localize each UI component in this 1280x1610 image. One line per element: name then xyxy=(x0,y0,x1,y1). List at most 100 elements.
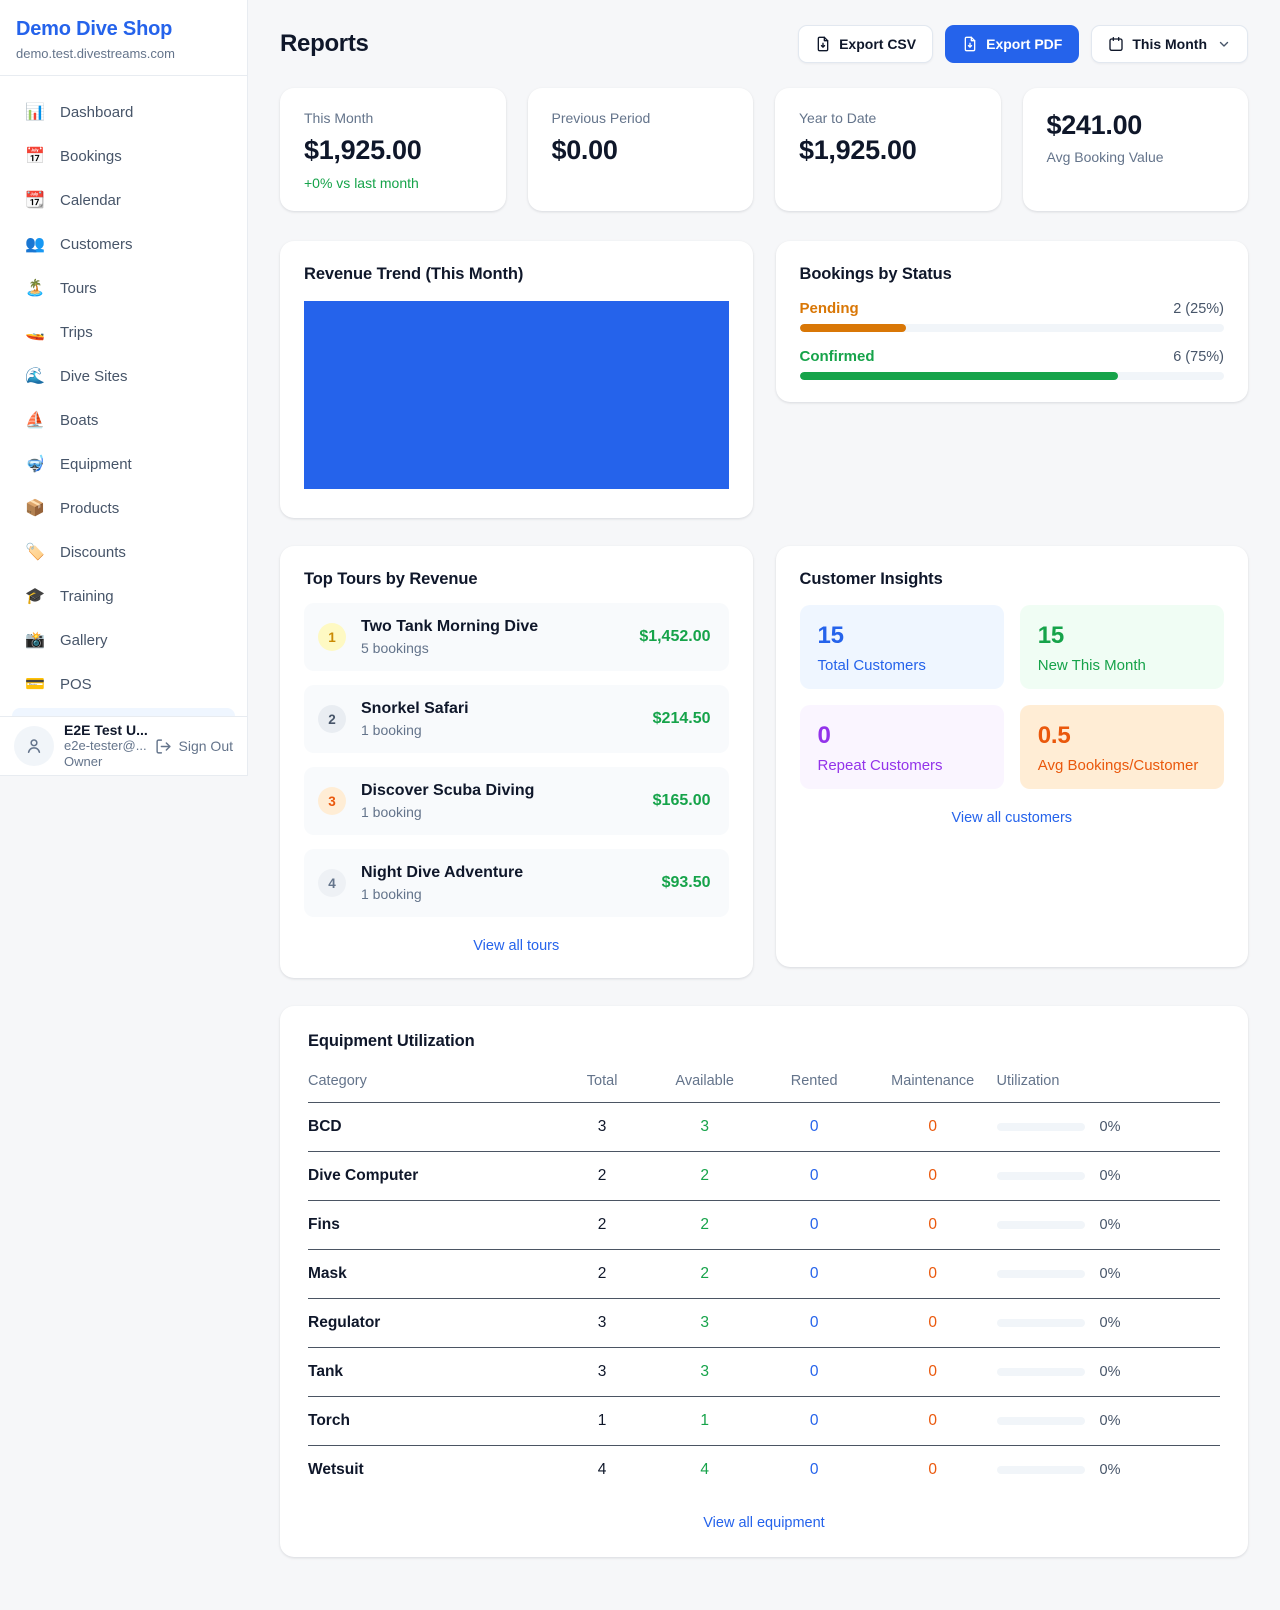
col-header-available: Available xyxy=(649,1073,760,1103)
tour-bookings: 1 booking xyxy=(361,886,422,902)
stats-row: This Month $1,925.00 +0% vs last month P… xyxy=(280,88,1248,211)
sidebar-item-customers[interactable]: 👥 Customers xyxy=(12,224,235,266)
cell-utilization: 0% xyxy=(996,1168,1220,1184)
cell-maintenance: 0 xyxy=(928,1461,937,1478)
status-label: Pending xyxy=(799,300,859,317)
insights-row: Top Tours by Revenue 1 Two Tank Morning … xyxy=(280,546,1248,978)
stat-value: $1,925.00 xyxy=(799,135,917,165)
view-all-customers-link[interactable]: View all customers xyxy=(951,810,1073,826)
stat-label: Year to Date xyxy=(799,110,877,126)
cell-category: Torch xyxy=(308,1396,555,1446)
sidebar-item-pos[interactable]: 💳 POS xyxy=(12,664,235,706)
sidebar-item-trips[interactable]: 🚤 Trips xyxy=(12,312,235,354)
col-header-utilization: Utilization xyxy=(996,1073,1220,1103)
cell-available: 3 xyxy=(649,1347,760,1397)
stat-card-year-to-date: Year to Date $1,925.00 xyxy=(775,88,1001,211)
revenue-trend-chart xyxy=(304,301,729,489)
period-label: This Month xyxy=(1132,36,1207,52)
tour-revenue: $93.50 xyxy=(661,874,711,891)
tour-row: 3 Discover Scuba Diving 1 booking $165.00 xyxy=(304,767,729,835)
sidebar-item-bookings[interactable]: 📅 Bookings xyxy=(12,136,235,178)
tour-row: 2 Snorkel Safari 1 booking $214.50 xyxy=(304,685,729,753)
table-row: Wetsuit 4 4 0 0 0% xyxy=(308,1446,1220,1495)
stat-label: Previous Period xyxy=(551,110,651,126)
user-info: E2E Test U... e2e-tester@... Owner xyxy=(64,722,148,770)
cell-utilization: 0% xyxy=(996,1413,1220,1429)
view-all-equipment-link[interactable]: View all equipment xyxy=(703,1515,825,1531)
sidebar-item-training[interactable]: 🎓 Training xyxy=(12,576,235,618)
period-dropdown[interactable]: This Month xyxy=(1091,25,1248,63)
sidebar-item-calendar[interactable]: 📆 Calendar xyxy=(12,180,235,222)
cell-available: 1 xyxy=(649,1396,760,1446)
stat-label: Avg Booking Value xyxy=(1046,149,1164,165)
table-row: Dive Computer 2 2 0 0 0% xyxy=(308,1151,1220,1201)
main-content: Reports Export CSV Export PDF This Month… xyxy=(248,0,1280,1597)
trips-icon: 🚤 xyxy=(25,324,45,341)
export-csv-button[interactable]: Export CSV xyxy=(798,25,934,63)
tour-revenue: $214.50 xyxy=(652,710,711,727)
view-all-tours-link[interactable]: View all tours xyxy=(473,938,560,954)
cell-total: 3 xyxy=(554,1298,650,1348)
utilization-label: 0% xyxy=(1099,1364,1121,1380)
cell-available: 4 xyxy=(700,1461,710,1478)
utilization-bar xyxy=(996,1172,1085,1180)
equipment-utilization-panel: Equipment Utilization Category Total Ava… xyxy=(280,1006,1248,1557)
cell-rented: 0 xyxy=(759,1200,869,1250)
cell-maintenance: 0 xyxy=(868,1151,997,1201)
sidebar-item-dive-sites[interactable]: 🌊 Dive Sites xyxy=(12,356,235,398)
pos-icon: 💳 xyxy=(25,676,45,693)
cell-available: 3 xyxy=(649,1298,760,1348)
sidebar-item-products[interactable]: 📦 Products xyxy=(12,488,235,530)
sidebar-item-boats[interactable]: ⛵ Boats xyxy=(12,400,235,442)
export-pdf-label: Export PDF xyxy=(986,36,1063,52)
tour-bookings: 1 booking xyxy=(361,722,422,738)
rank-badge: 2 xyxy=(318,705,346,733)
col-header-total: Total xyxy=(554,1073,650,1103)
cell-utilization: 0% xyxy=(996,1217,1220,1233)
cell-available: 2 xyxy=(649,1151,760,1201)
insight-value: 15 xyxy=(817,622,844,649)
tour-name: Night Dive Adventure xyxy=(361,864,524,881)
cell-rented: 0 xyxy=(759,1102,869,1152)
sidebar-item-gallery[interactable]: 📸 Gallery xyxy=(12,620,235,662)
sidebar-item-label: Products xyxy=(60,500,120,517)
export-pdf-button[interactable]: Export PDF xyxy=(945,25,1080,63)
tour-revenue: $165.00 xyxy=(652,792,711,809)
cell-total: 3 xyxy=(554,1102,650,1152)
sidebar-item-label: Calendar xyxy=(60,192,121,209)
sidebar-item-discounts[interactable]: 🏷️ Discounts xyxy=(12,532,235,574)
cell-maintenance: 0 xyxy=(868,1249,997,1299)
sign-out-button[interactable]: Sign Out xyxy=(155,738,233,755)
tour-name: Two Tank Morning Dive xyxy=(361,618,539,635)
sidebar-item-label: Boats xyxy=(60,412,99,429)
status-label: Confirmed xyxy=(799,348,875,365)
utilization-bar xyxy=(996,1123,1085,1131)
status-count: 2 (25%) xyxy=(1173,301,1224,317)
tour-name: Snorkel Safari xyxy=(361,700,469,717)
cell-rented: 0 xyxy=(759,1347,869,1397)
insight-tile-avg-bookings: 0.5 Avg Bookings/Customer xyxy=(1019,705,1224,789)
sidebar-item-equipment[interactable]: 🤿 Equipment xyxy=(12,444,235,486)
insight-tile-repeat-customers: 0 Repeat Customers xyxy=(799,705,1004,789)
insight-label: New This Month xyxy=(1037,657,1146,674)
cell-category: Dive Computer xyxy=(308,1151,555,1201)
status-bar-fill xyxy=(799,372,1118,380)
avatar xyxy=(14,726,54,766)
insight-value: 0.5 xyxy=(1037,722,1071,749)
cell-utilization: 0% xyxy=(996,1462,1220,1478)
stat-value: $1,925.00 xyxy=(304,135,422,165)
shop-name[interactable]: Demo Dive Shop xyxy=(16,18,173,40)
cell-total: 1 xyxy=(554,1396,650,1446)
sidebar-item-tours[interactable]: 🏝️ Tours xyxy=(12,268,235,310)
insight-label: Total Customers xyxy=(817,657,926,674)
col-header-rented: Rented xyxy=(759,1073,869,1103)
person-icon xyxy=(27,739,41,753)
cell-rented: 0 xyxy=(759,1151,869,1201)
sidebar: Demo Dive Shop demo.test.divestreams.com… xyxy=(0,0,248,776)
sidebar-item-label: Training xyxy=(60,588,114,605)
sidebar-item-dashboard[interactable]: 📊 Dashboard xyxy=(12,92,235,134)
utilization-bar xyxy=(996,1270,1085,1278)
export-csv-label: Export CSV xyxy=(839,36,917,52)
insight-value: 0 xyxy=(817,722,831,749)
top-tours-panel: Top Tours by Revenue 1 Two Tank Morning … xyxy=(280,546,753,978)
